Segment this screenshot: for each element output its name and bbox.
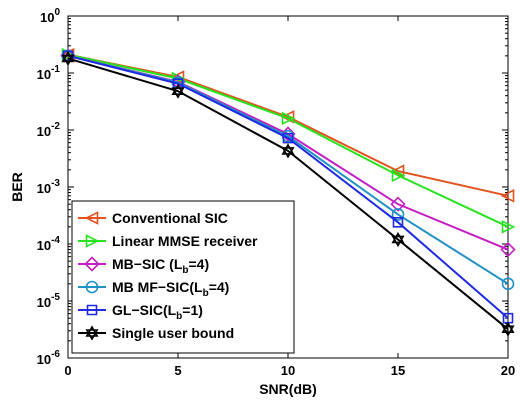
- data-point: [281, 143, 295, 159]
- legend-marker: [84, 211, 99, 225]
- data-point: [391, 168, 406, 183]
- x-tick-label: 15: [391, 363, 405, 378]
- y-axis-label: BER: [9, 172, 25, 202]
- data-point: [391, 231, 405, 248]
- data-point: [61, 50, 75, 67]
- data-point: [282, 132, 294, 144]
- data-point: [500, 189, 515, 203]
- y-tick-label: 10-6: [37, 349, 61, 367]
- axis-ticks: 0 5 10 15 20 100 10-1 10-2 10-3 10-4 10-5 10-6: [37, 7, 516, 378]
- series-line: [67, 53, 509, 228]
- legend-entry-6: Single user bound: [78, 325, 234, 341]
- y-tick-label: 10-5: [37, 292, 61, 310]
- legend-entry-4: MB MF−SIC(Lb=4): [78, 279, 229, 299]
- data-point: [502, 312, 514, 324]
- data-point: [390, 196, 406, 212]
- x-tick-label: 10: [281, 363, 295, 378]
- legend-label: Linear MMSE receiver: [112, 233, 258, 249]
- data-point: [280, 110, 295, 124]
- legend-entry-5: GL−SIC(Lb=1): [78, 302, 203, 322]
- legend-marker: [85, 280, 99, 294]
- y-tick-label: 10-2: [37, 121, 61, 139]
- y-tick-label: 10-1: [37, 64, 61, 82]
- data-point: [281, 111, 296, 126]
- x-tick-label: 0: [64, 363, 71, 378]
- data-point: [392, 217, 404, 228]
- legend-label: MB MF−SIC(Lb=4): [112, 279, 229, 299]
- legend-label: Single user bound: [112, 325, 234, 341]
- data-point: [501, 277, 515, 291]
- series-layer: [60, 47, 516, 337]
- legend-entry-3: MB−SIC (Lb=4): [78, 256, 209, 276]
- legend: Conventional SIC Linear MMSE receiver MB−S…: [71, 200, 295, 354]
- data-point: [501, 321, 515, 337]
- legend-label: GL−SIC(Lb=1): [112, 302, 203, 322]
- legend-box: [71, 200, 295, 354]
- y-tick-label: 10-3: [37, 178, 61, 196]
- data-point: [500, 241, 516, 258]
- y-tick-label: 100: [40, 7, 60, 25]
- x-axis-label: SNR(dB): [259, 381, 317, 397]
- y-tick-label: 10-4: [37, 235, 61, 253]
- series-line: [67, 54, 509, 319]
- legend-marker: [85, 325, 99, 341]
- series-line: [67, 53, 509, 197]
- legend-entry-1: Conventional SIC: [78, 210, 228, 226]
- series-6: [61, 50, 515, 337]
- data-point: [501, 220, 516, 234]
- data-point: [390, 164, 405, 178]
- legend-marker: [86, 304, 98, 316]
- data-point: [171, 83, 185, 99]
- legend-marker: [85, 234, 100, 248]
- x-tick-label: 20: [501, 363, 515, 378]
- legend-label: MB−SIC (Lb=4): [112, 256, 209, 276]
- legend-entry-2: Linear MMSE receiver: [78, 233, 258, 249]
- series-line: [67, 57, 509, 330]
- legend-marker: [84, 256, 100, 272]
- data-point: [391, 208, 405, 221]
- legend-label: Conventional SIC: [112, 210, 228, 226]
- x-tick-label: 5: [174, 363, 181, 378]
